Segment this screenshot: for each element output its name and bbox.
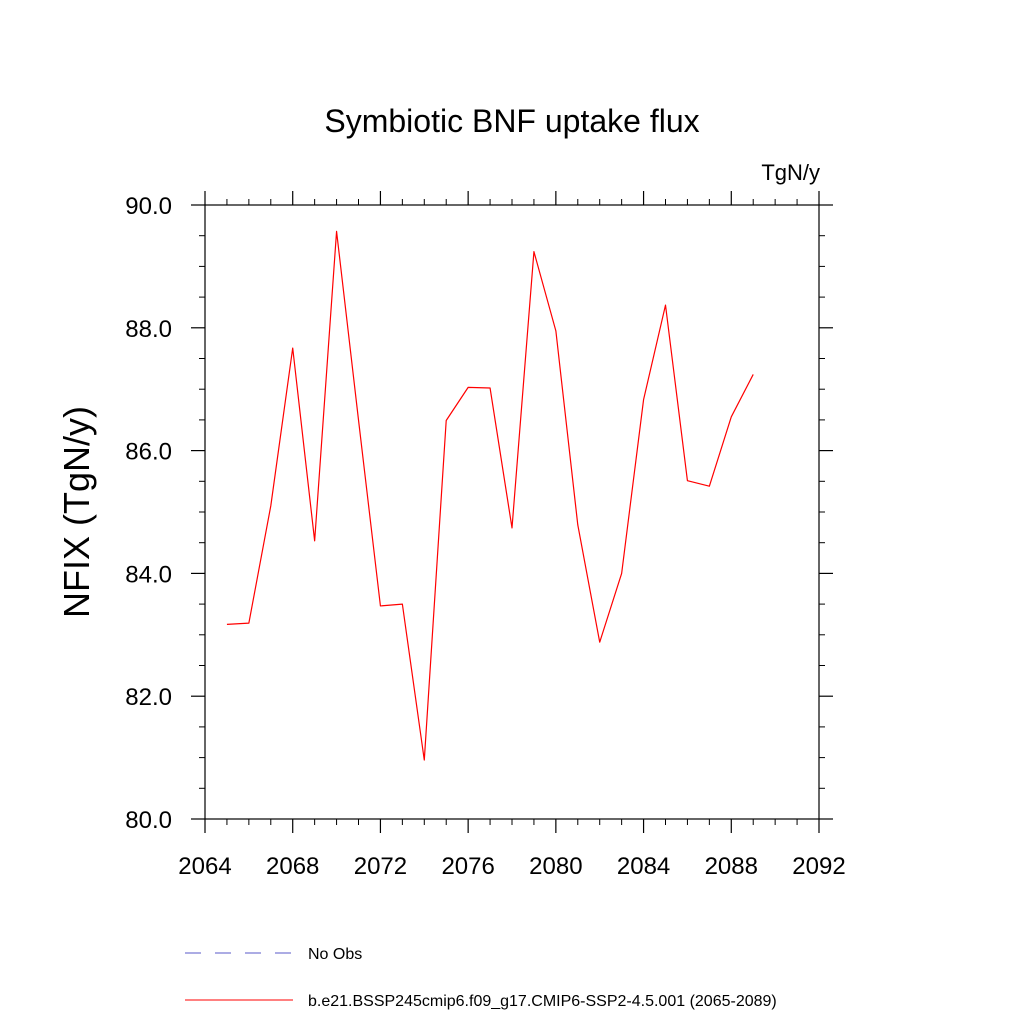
x-tick-label: 2084 — [617, 853, 670, 880]
units-label: TgN/y — [761, 160, 820, 185]
y-tick-label: 86.0 — [125, 439, 172, 466]
y-tick-labels: 80.0 82.0 84.0 86.0 88.0 90.0 — [125, 193, 172, 834]
series-group — [226, 230, 754, 761]
x-tick-label: 2076 — [441, 853, 494, 880]
x-tick-label: 2064 — [178, 853, 231, 880]
y-axis-label: NFIX (TgN/y) — [56, 406, 97, 618]
x-tick-label: 2088 — [705, 853, 758, 880]
legend: No Obs b.e21.BSSP245cmip6.f09_g17.CMIP6-S… — [185, 946, 777, 1010]
y-tick-label: 90.0 — [125, 193, 172, 220]
x-tick-label: 2072 — [354, 853, 407, 880]
legend-label: b.e21.BSSP245cmip6.f09_g17.CMIP6-SSP2-4.… — [308, 993, 777, 1010]
chart-title: Symbiotic BNF uptake flux — [324, 103, 699, 139]
x-tick-labels: 2064 2068 2072 2076 2080 2084 2088 2092 — [178, 853, 845, 880]
legend-label: No Obs — [308, 946, 362, 963]
axis-ticks — [191, 191, 833, 833]
y-tick-label: 82.0 — [125, 684, 172, 711]
x-tick-label: 2092 — [792, 853, 845, 880]
x-tick-label: 2080 — [529, 853, 582, 880]
y-tick-label: 80.0 — [125, 807, 172, 834]
series-line — [226, 230, 754, 761]
y-tick-label: 84.0 — [125, 561, 172, 588]
x-tick-label: 2068 — [266, 853, 319, 880]
y-tick-label: 88.0 — [125, 316, 172, 343]
plot-frame — [204, 204, 820, 820]
